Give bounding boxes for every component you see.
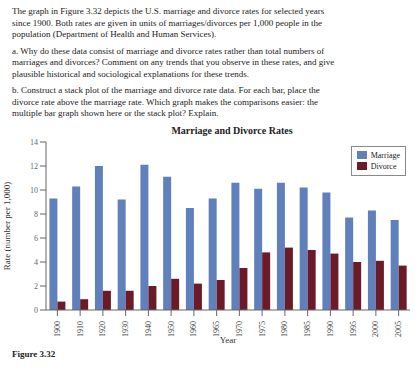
svg-text:12: 12 xyxy=(30,161,38,170)
html-text:Divorce: Divorce xyxy=(370,161,397,171)
html-text:marriages and divorces? Commen: marriages and divorces? Comment on any t… xyxy=(12,57,335,67)
html-text:The graph in Figure 3.32 depic: The graph in Figure 3.32 depicts the U.S… xyxy=(12,6,325,16)
svg-text:1965: 1965 xyxy=(212,320,222,337)
svg-text:1950: 1950 xyxy=(167,321,176,337)
html-text:b. Construct a stack plot of t: b. Construct a stack plot of the marriag… xyxy=(12,85,320,95)
svg-text:2005: 2005 xyxy=(394,321,403,337)
svg-text:Year: Year xyxy=(220,335,237,345)
svg-text:8: 8 xyxy=(34,209,38,218)
html-text:Figure 3.32: Figure 3.32 xyxy=(12,348,56,359)
svg-text:14: 14 xyxy=(30,137,38,146)
svg-text:10: 10 xyxy=(30,185,38,194)
svg-text:1985: 1985 xyxy=(303,321,312,337)
svg-text:1970: 1970 xyxy=(234,320,244,337)
svg-text:1910: 1910 xyxy=(76,321,85,337)
svg-text:1980: 1980 xyxy=(280,321,289,337)
svg-text:2000: 2000 xyxy=(371,321,380,337)
html-text:multiple bar graph shown here: multiple bar graph shown here or the sta… xyxy=(12,108,219,118)
html-text:Marriage: Marriage xyxy=(370,150,400,160)
svg-text:0: 0 xyxy=(34,305,38,314)
svg-text:2: 2 xyxy=(34,281,38,290)
svg-text:1920: 1920 xyxy=(98,321,107,337)
svg-text:1975: 1975 xyxy=(258,321,267,337)
svg-text:1960: 1960 xyxy=(189,321,198,337)
svg-text:1930: 1930 xyxy=(121,321,130,337)
html-text:plausible historical and socio: plausible historical and sociological ex… xyxy=(12,68,249,79)
html-text:Marriage and Divorce Rates: Marriage and Divorce Rates xyxy=(171,124,293,136)
svg-text:1940: 1940 xyxy=(144,321,153,337)
svg-text:1990: 1990 xyxy=(326,321,335,337)
svg-text:1900: 1900 xyxy=(53,321,62,337)
html-text:a. Why do these data consist o: a. Why do these data consist of marriage… xyxy=(12,45,325,56)
html-text:divorce rate above the marriag: divorce rate above the marriage rate. Wh… xyxy=(12,96,318,107)
svg-text:Rate (number per 1,000): Rate (number per 1,000) xyxy=(8,181,12,269)
svg-text:4: 4 xyxy=(34,257,38,266)
svg-text:6: 6 xyxy=(34,233,38,242)
svg-text:1995: 1995 xyxy=(349,321,358,337)
html-text:population (Department of Heal: population (Department of Health and Hum… xyxy=(12,29,217,39)
html-text:since 1900. Both rates are giv: since 1900. Both rates are given in unit… xyxy=(12,17,322,28)
